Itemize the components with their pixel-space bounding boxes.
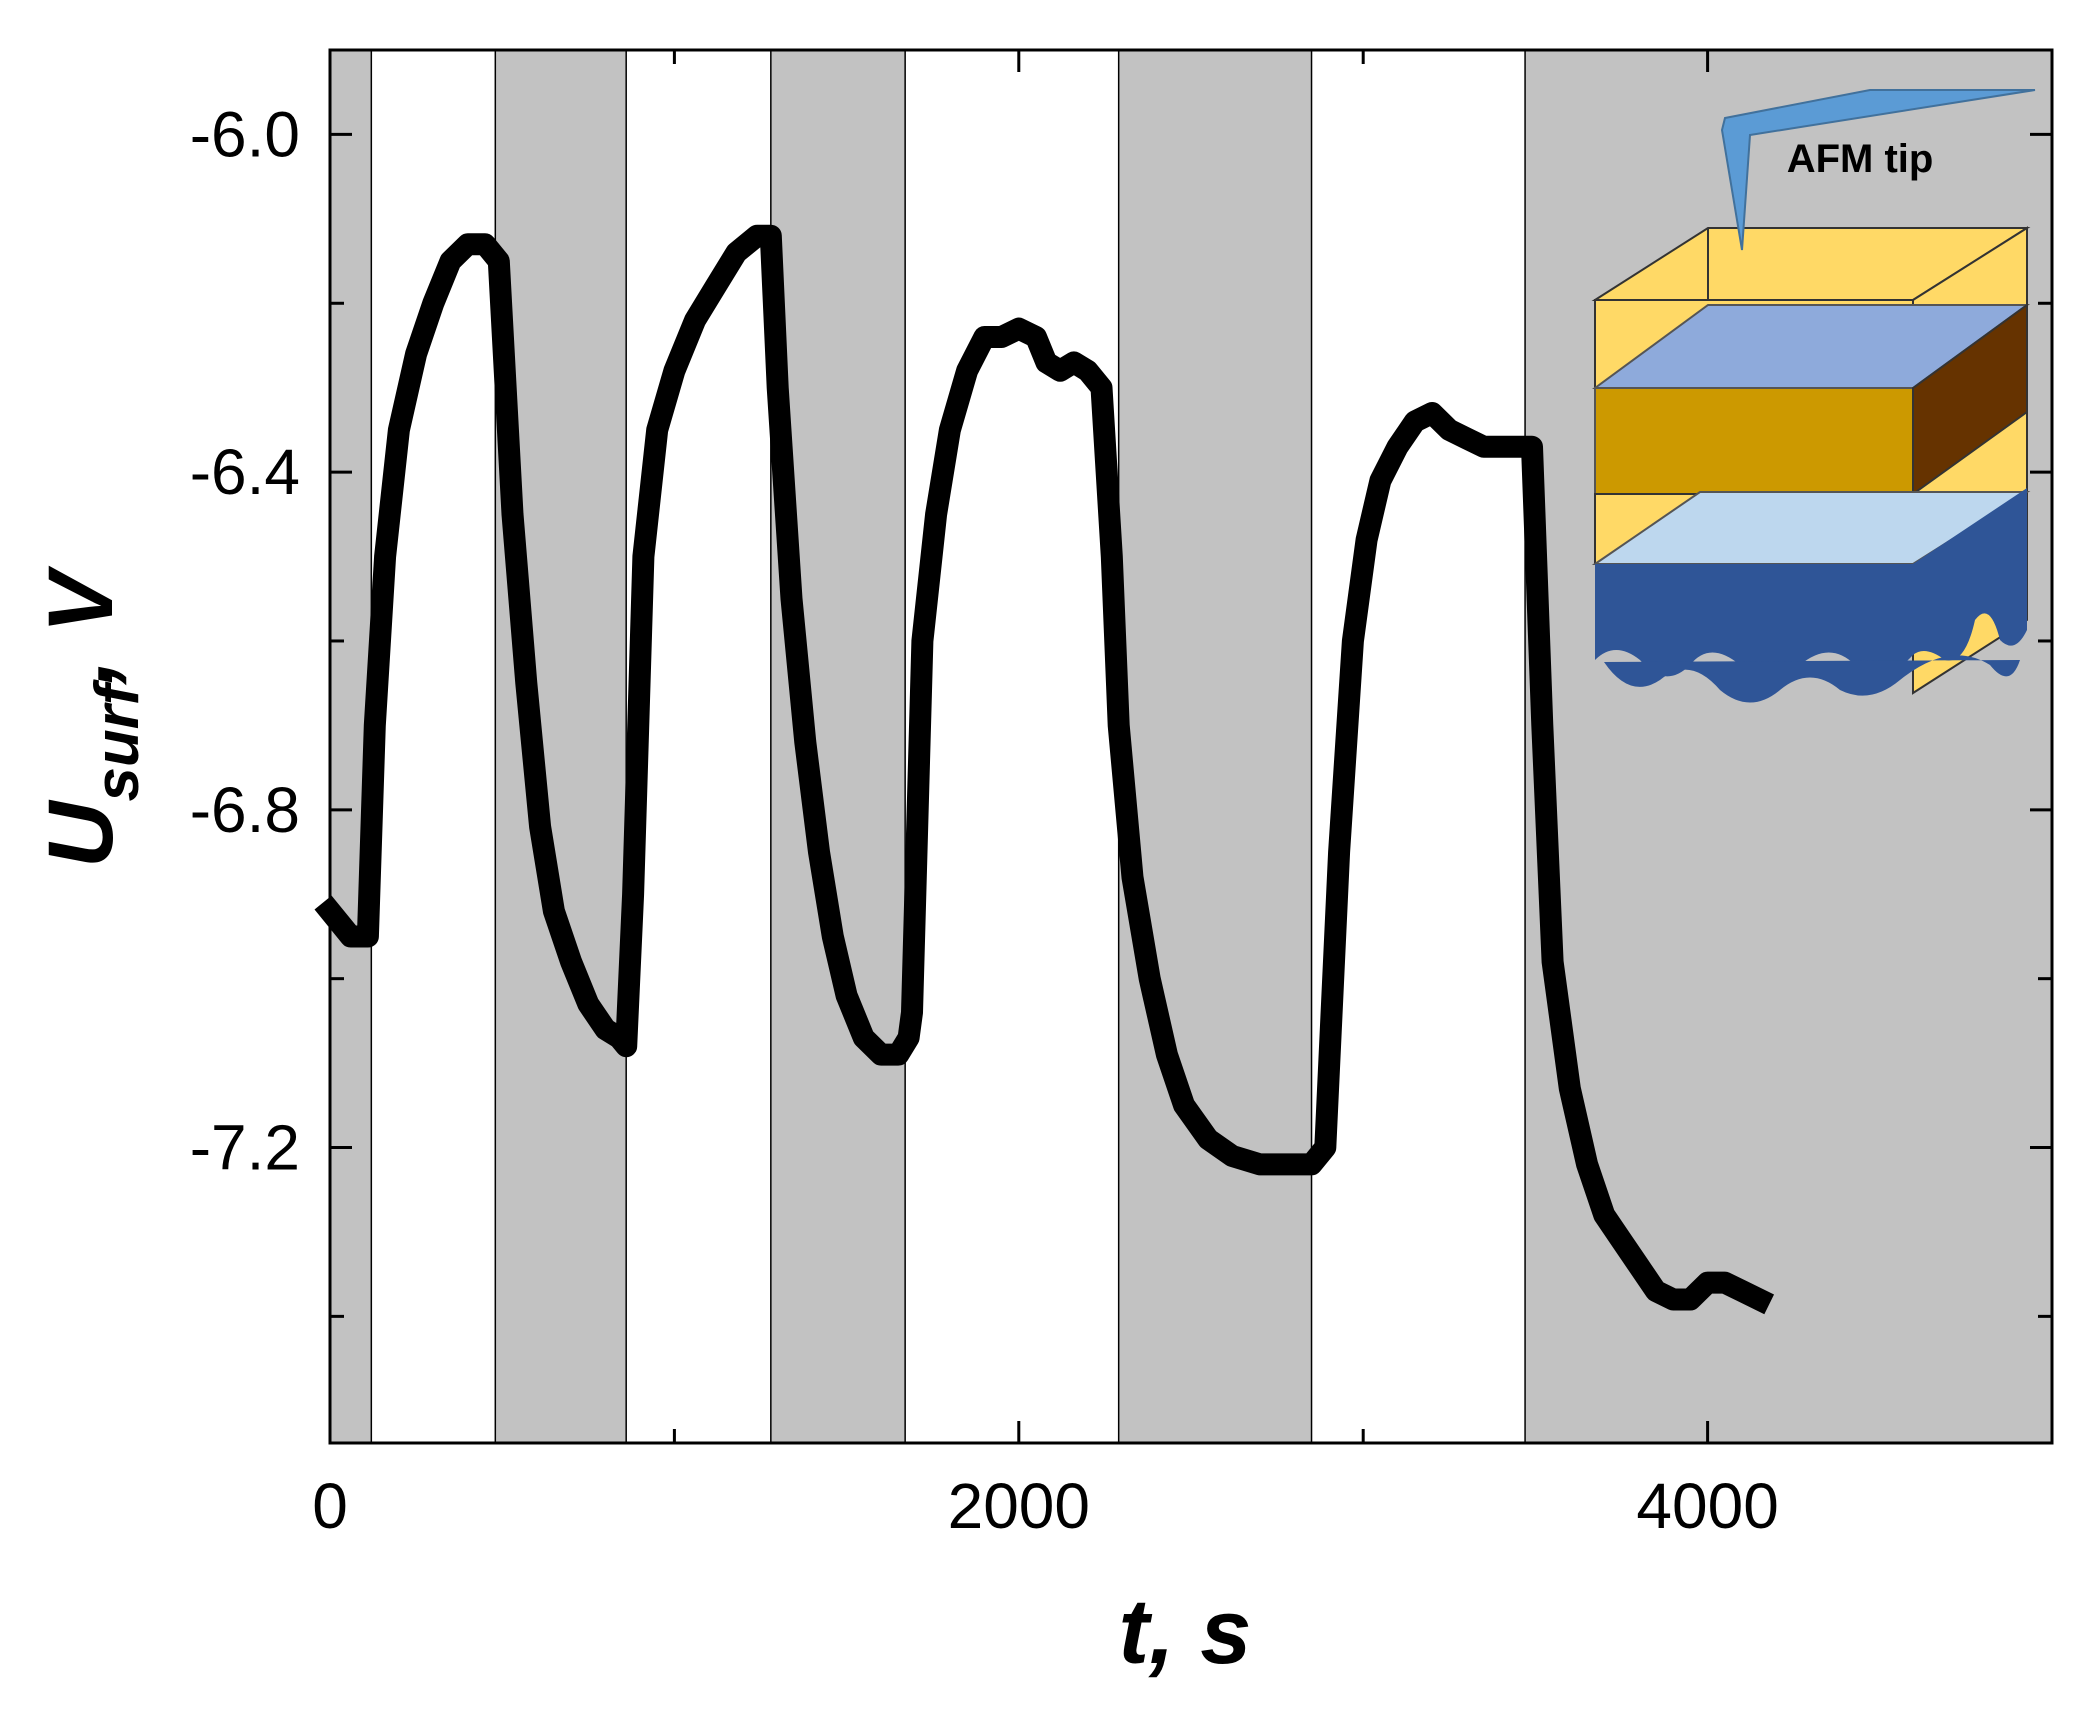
- y-axis-title-suffix: , V: [30, 565, 132, 685]
- tick-labels: 0 2000 4000 -6.0 -6.4 -6.8 -7.2: [190, 98, 1779, 1542]
- amber-slab-side: [1912, 303, 2028, 496]
- substrate-front: [1595, 564, 1913, 678]
- x-tick-label: 4000: [1636, 1470, 1778, 1542]
- y-axis-title-sub: surf: [83, 679, 152, 801]
- x-tick-label: 2000: [948, 1470, 1090, 1542]
- inset-schematic: AFM tip: [1591, 89, 2036, 703]
- shaded-band: [495, 50, 627, 1443]
- y-tick-label: -6.4: [190, 436, 300, 508]
- y-tick-label: -6.8: [190, 774, 300, 846]
- afm-tip-icon: [1720, 89, 2036, 251]
- y-tick-label: -6.0: [190, 98, 300, 170]
- inset-label: AFM tip: [1787, 137, 1934, 181]
- amber-slab-front: [1594, 387, 1914, 495]
- substrate-front-waves: [1604, 655, 2020, 703]
- series-line: [314, 224, 1775, 1315]
- plot-frame: [328, 48, 2054, 1445]
- axis-ticks: [328, 50, 2052, 1443]
- shaded-band: [1118, 50, 1312, 1443]
- x-tick-label: 0: [312, 1470, 348, 1542]
- shaded-band: [770, 50, 906, 1443]
- y-axis-title-main: U: [30, 799, 132, 868]
- svg-text:Usurf, V: Usurf, V: [30, 565, 152, 868]
- y-axis-title: Usurf, V: [30, 565, 152, 868]
- substrate-side: [1913, 488, 2027, 661]
- y-tick-label: -7.2: [190, 1112, 300, 1184]
- x-axis-title: t, s: [1119, 1581, 1252, 1683]
